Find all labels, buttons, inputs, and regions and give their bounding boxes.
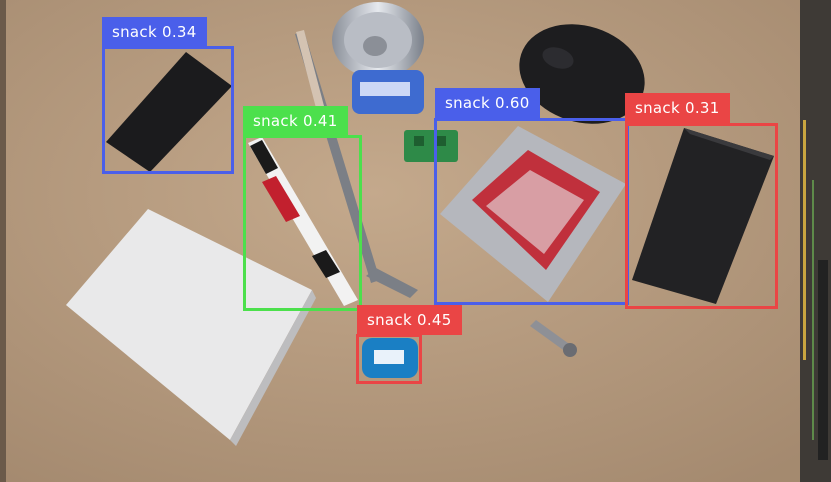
detection-box-1 <box>102 46 234 174</box>
detection-label-2: snack 0.41 <box>243 106 348 136</box>
detection-label-1: snack 0.34 <box>102 17 207 47</box>
detection-box-5 <box>356 334 422 384</box>
detection-label-4: snack 0.31 <box>625 93 730 123</box>
detection-label-3: snack 0.60 <box>435 88 540 118</box>
detection-box-3 <box>434 118 629 305</box>
detection-box-4 <box>625 123 778 309</box>
detection-box-2 <box>243 135 362 311</box>
detection-label-5: snack 0.45 <box>357 305 462 335</box>
